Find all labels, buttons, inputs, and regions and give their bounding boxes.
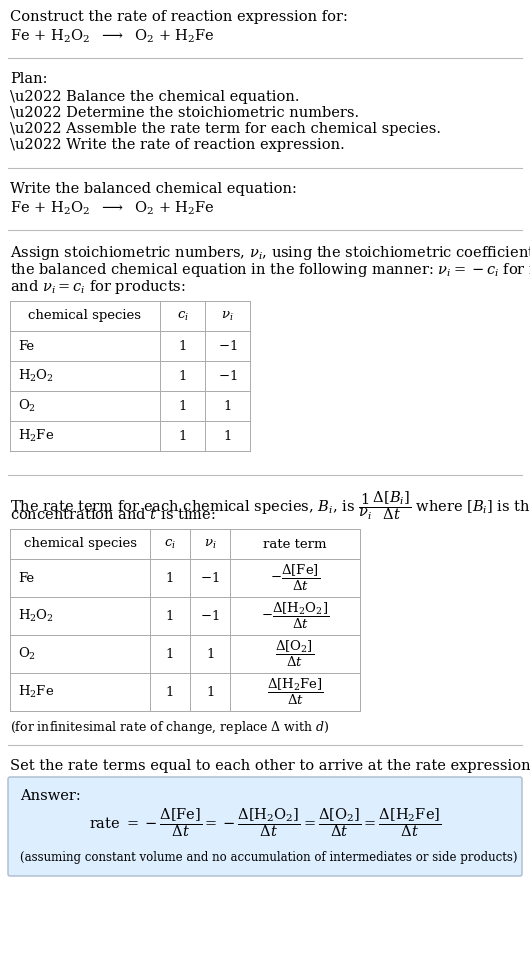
Text: $c_i$: $c_i$ [176, 309, 189, 322]
Text: $-\dfrac{\Delta[\mathrm{H_2O_2}]}{\Delta t}$: $-\dfrac{\Delta[\mathrm{H_2O_2}]}{\Delta… [261, 601, 329, 631]
Text: Write the balanced chemical equation:: Write the balanced chemical equation: [10, 182, 297, 196]
Text: 1: 1 [166, 647, 174, 661]
Text: 1: 1 [178, 399, 187, 413]
Text: H$_2$O$_2$: H$_2$O$_2$ [18, 368, 54, 384]
Text: Fe + H$_2$O$_2$  $\longrightarrow$  O$_2$ + H$_2$Fe: Fe + H$_2$O$_2$ $\longrightarrow$ O$_2$ … [10, 200, 215, 218]
Text: O$_2$: O$_2$ [18, 398, 36, 414]
Text: O$_2$: O$_2$ [18, 646, 36, 662]
Text: rate term: rate term [263, 538, 327, 550]
Text: the balanced chemical equation in the following manner: $\nu_i = -c_i$ for react: the balanced chemical equation in the fo… [10, 261, 530, 279]
Text: chemical species: chemical species [23, 538, 137, 550]
Text: H$_2$O$_2$: H$_2$O$_2$ [18, 608, 54, 624]
Text: $1$: $1$ [223, 429, 232, 443]
Text: concentration and $t$ is time:: concentration and $t$ is time: [10, 507, 216, 522]
Text: Plan:: Plan: [10, 72, 48, 86]
Text: chemical species: chemical species [29, 309, 142, 322]
Text: $\nu_i$: $\nu_i$ [204, 538, 216, 550]
Text: Answer:: Answer: [20, 789, 81, 803]
Text: \u2022 Determine the stoichiometric numbers.: \u2022 Determine the stoichiometric numb… [10, 106, 359, 120]
Text: $\dfrac{\Delta[\mathrm{H_2Fe}]}{\Delta t}$: $\dfrac{\Delta[\mathrm{H_2Fe}]}{\Delta t… [267, 677, 323, 707]
Text: $-1$: $-1$ [218, 339, 237, 353]
Text: $-1$: $-1$ [200, 571, 220, 585]
Text: Construct the rate of reaction expression for:: Construct the rate of reaction expressio… [10, 10, 348, 24]
Text: 1: 1 [166, 572, 174, 585]
Text: 1: 1 [166, 609, 174, 623]
Text: Fe: Fe [18, 572, 34, 585]
Text: Fe + H$_2$O$_2$  $\longrightarrow$  O$_2$ + H$_2$Fe: Fe + H$_2$O$_2$ $\longrightarrow$ O$_2$ … [10, 28, 215, 46]
Text: (assuming constant volume and no accumulation of intermediates or side products): (assuming constant volume and no accumul… [20, 851, 517, 865]
Text: Assign stoichiometric numbers, $\nu_i$, using the stoichiometric coefficients, $: Assign stoichiometric numbers, $\nu_i$, … [10, 244, 530, 262]
Text: rate $= -\dfrac{\Delta[\mathrm{Fe}]}{\Delta t} = -\dfrac{\Delta[\mathrm{H_2O_2}]: rate $= -\dfrac{\Delta[\mathrm{Fe}]}{\De… [89, 806, 441, 839]
Text: 1: 1 [178, 340, 187, 352]
Text: Fe: Fe [18, 340, 34, 352]
FancyBboxPatch shape [8, 777, 522, 876]
Text: H$_2$Fe: H$_2$Fe [18, 684, 54, 700]
Text: \u2022 Assemble the rate term for each chemical species.: \u2022 Assemble the rate term for each c… [10, 122, 441, 136]
Text: $1$: $1$ [206, 685, 214, 699]
Text: $1$: $1$ [206, 647, 214, 661]
Text: 1: 1 [178, 429, 187, 442]
Text: \u2022 Write the rate of reaction expression.: \u2022 Write the rate of reaction expres… [10, 138, 344, 152]
Text: $\nu_i$: $\nu_i$ [221, 309, 234, 322]
Text: \u2022 Balance the chemical equation.: \u2022 Balance the chemical equation. [10, 90, 299, 104]
Text: 1: 1 [166, 685, 174, 699]
Text: $-1$: $-1$ [200, 609, 220, 623]
Text: and $\nu_i = c_i$ for products:: and $\nu_i = c_i$ for products: [10, 278, 186, 296]
Text: H$_2$Fe: H$_2$Fe [18, 427, 54, 444]
Text: (for infinitesimal rate of change, replace $\Delta$ with $d$): (for infinitesimal rate of change, repla… [10, 719, 330, 736]
Text: $\dfrac{\Delta[\mathrm{O_2}]}{\Delta t}$: $\dfrac{\Delta[\mathrm{O_2}]}{\Delta t}$ [276, 639, 315, 670]
Text: $1$: $1$ [223, 399, 232, 413]
Text: $-\dfrac{\Delta[\mathrm{Fe}]}{\Delta t}$: $-\dfrac{\Delta[\mathrm{Fe}]}{\Delta t}$ [270, 563, 320, 593]
Text: $-1$: $-1$ [218, 369, 237, 383]
Text: The rate term for each chemical species, $B_i$, is $\dfrac{1}{\nu_i}\dfrac{\Delt: The rate term for each chemical species,… [10, 489, 530, 522]
Text: Set the rate terms equal to each other to arrive at the rate expression:: Set the rate terms equal to each other t… [10, 759, 530, 773]
Text: 1: 1 [178, 370, 187, 383]
Text: $c_i$: $c_i$ [164, 538, 176, 550]
